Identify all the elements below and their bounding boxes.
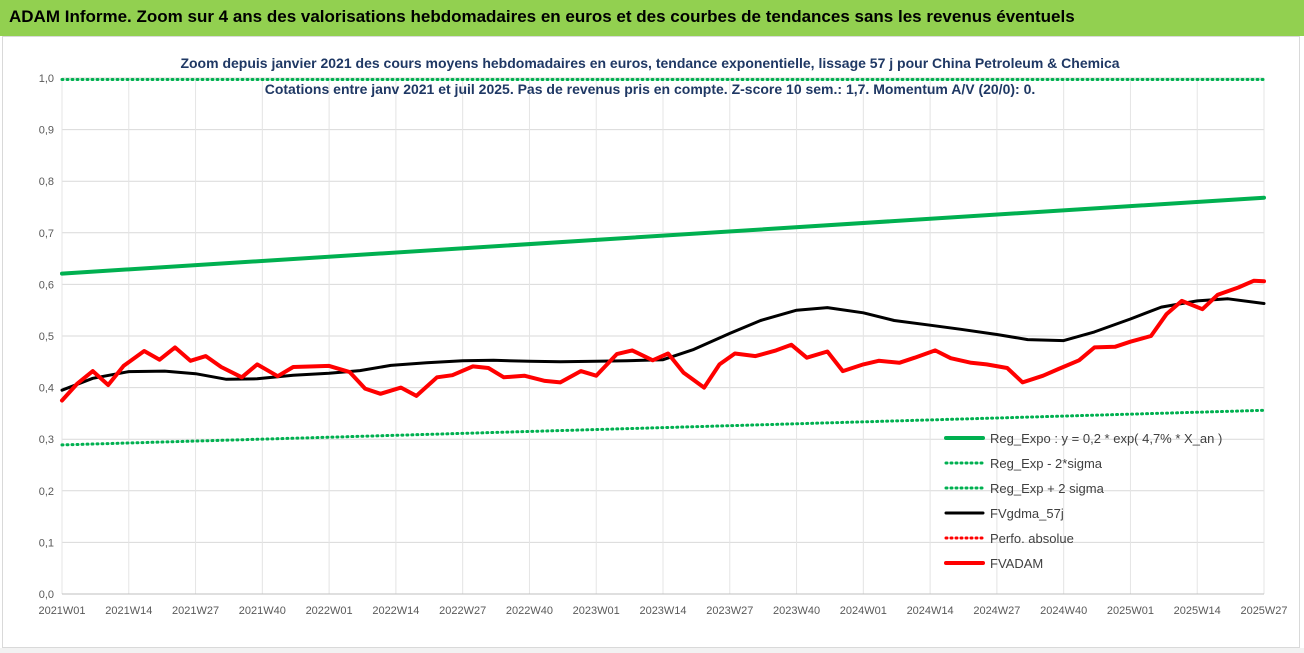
legend-label: FVADAM xyxy=(990,556,1043,571)
series-line-5 xyxy=(60,278,1266,403)
y-tick-label: 0,1 xyxy=(39,537,54,549)
chart-legend: Reg_Expo : y = 0,2 * exp( 4,7% * X_an ) R… xyxy=(944,431,1222,571)
line-chart: Zoom depuis janvier 2021 des cours moyen… xyxy=(38,55,1287,617)
y-tick-label: 0,8 xyxy=(39,176,54,188)
x-tick-label: 2021W27 xyxy=(172,605,219,617)
x-tick-label: 2025W01 xyxy=(1107,605,1154,617)
x-tick-label: 2022W01 xyxy=(306,605,353,617)
x-tick-label: 2025W27 xyxy=(1240,605,1287,617)
x-tick-label: 2024W14 xyxy=(907,605,954,617)
x-tick-label: 2022W27 xyxy=(439,605,486,617)
y-tick-label: 0,4 xyxy=(39,383,54,395)
y-tick-label: 0,9 xyxy=(39,125,54,137)
series-line-1 xyxy=(60,408,1266,447)
title-banner: ADAM Informe. Zoom sur 4 ans des valoris… xyxy=(0,0,1304,36)
x-tick-label: 2023W40 xyxy=(773,605,820,617)
x-tick-label: 2023W14 xyxy=(639,605,686,617)
y-tick-label: 0,2 xyxy=(39,486,54,498)
legend-label: Reg_Exp - 2*sigma xyxy=(990,456,1103,471)
chart-gridlines xyxy=(61,77,1265,595)
x-tick-label: 2021W40 xyxy=(239,605,286,617)
banner-title: ADAM Informe. Zoom sur 4 ans des valoris… xyxy=(9,7,1075,26)
legend-label: Perfo. absolue xyxy=(990,531,1074,546)
chart-frame xyxy=(2,36,1300,648)
chart-series xyxy=(60,78,1266,447)
x-tick-label: 2022W40 xyxy=(506,605,553,617)
series-line-3 xyxy=(60,297,1266,392)
x-axis-ticks: 2021W01 2021W14 2021W27 2021W40 2022W01 2022W… xyxy=(38,605,1287,617)
y-tick-label: 0,0 xyxy=(39,589,54,601)
x-tick-label: 2024W01 xyxy=(840,605,887,617)
x-tick-label: 2023W27 xyxy=(706,605,753,617)
x-tick-label: 2023W01 xyxy=(573,605,620,617)
legend-label: FVgdma_57j xyxy=(990,506,1064,521)
y-tick-label: 0,6 xyxy=(39,279,54,291)
bottom-scrollbar xyxy=(0,648,1304,653)
legend-label: Reg_Expo : y = 0,2 * exp( 4,7% * X_an ) xyxy=(990,431,1222,446)
x-tick-label: 2021W14 xyxy=(105,605,152,617)
y-tick-label: 0,3 xyxy=(39,434,54,446)
legend-label: Reg_Exp + 2 sigma xyxy=(990,481,1105,496)
x-tick-label: 2022W14 xyxy=(372,605,419,617)
x-tick-label: 2024W27 xyxy=(973,605,1020,617)
x-tick-label: 2021W01 xyxy=(38,605,85,617)
y-tick-label: 0,7 xyxy=(39,228,54,240)
x-tick-label: 2024W40 xyxy=(1040,605,1087,617)
y-axis-ticks: 0,0 0,1 0,2 0,3 0,4 0,5 0,6 0,7 0,8 0,9 1,0 xyxy=(39,73,54,601)
y-tick-label: 0,5 xyxy=(39,331,54,343)
x-tick-label: 2025W14 xyxy=(1174,605,1221,617)
chart-subtitle: Cotations entre janv 2021 et juil 2025. … xyxy=(265,81,1036,97)
y-tick-label: 1,0 xyxy=(39,73,54,85)
series-line-0 xyxy=(60,195,1266,276)
chart-title: Zoom depuis janvier 2021 des cours moyen… xyxy=(180,55,1119,71)
